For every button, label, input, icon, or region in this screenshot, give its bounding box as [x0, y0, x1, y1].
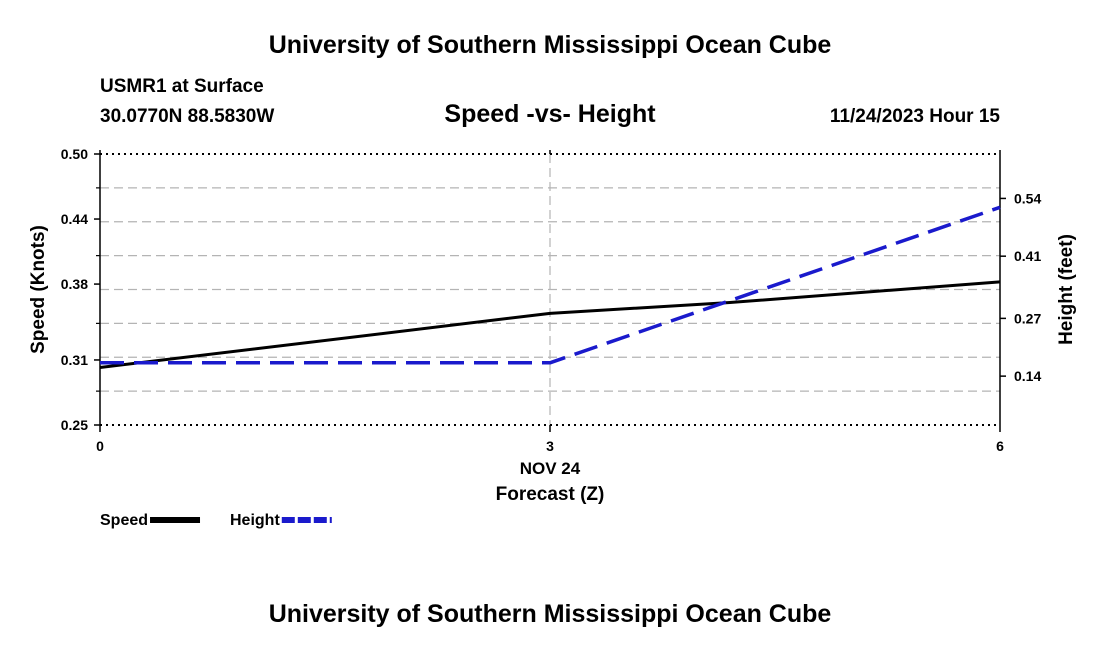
- left-tick-label: 0.50: [61, 146, 88, 162]
- forecast-datetime: 11/24/2023 Hour 15: [829, 106, 1000, 127]
- chart-title: Speed -vs- Height: [444, 100, 656, 128]
- series-line-height: [100, 205, 1001, 365]
- page-title: University of Southern Mississippi Ocean…: [268, 31, 832, 59]
- left-tick-label: 0.25: [61, 417, 88, 433]
- x-tick-label: 3: [546, 438, 554, 454]
- right-tick-label: 0.27: [1014, 310, 1041, 326]
- left-tick-label: 0.44: [61, 211, 88, 227]
- right-tick-label: 0.41: [1014, 248, 1041, 264]
- right-tick-label: 0.54: [1014, 190, 1041, 206]
- legend-label-speed: Speed: [100, 512, 148, 529]
- left-tick-label: 0.38: [61, 276, 88, 292]
- x-axis-date-label: NOV 24: [520, 459, 581, 478]
- x-axis-label: Forecast (Z): [496, 484, 605, 505]
- footer-title: University of Southern Mississippi Ocean…: [268, 600, 832, 628]
- y-axis-label-right: Height (feet): [1056, 234, 1077, 345]
- x-tick-label: 0: [96, 438, 104, 454]
- left-tick-label: 0.31: [61, 352, 88, 368]
- station-coordinates: 30.0770N 88.5830W: [100, 106, 275, 127]
- right-tick-label: 0.14: [1014, 368, 1041, 384]
- x-tick-label: 6: [996, 438, 1004, 454]
- y-axis-label-left: Speed (Knots): [28, 225, 49, 354]
- station-label: USMR1 at Surface: [100, 76, 264, 97]
- legend-label-height: Height: [230, 512, 280, 529]
- series-line-speed: [99, 280, 1001, 370]
